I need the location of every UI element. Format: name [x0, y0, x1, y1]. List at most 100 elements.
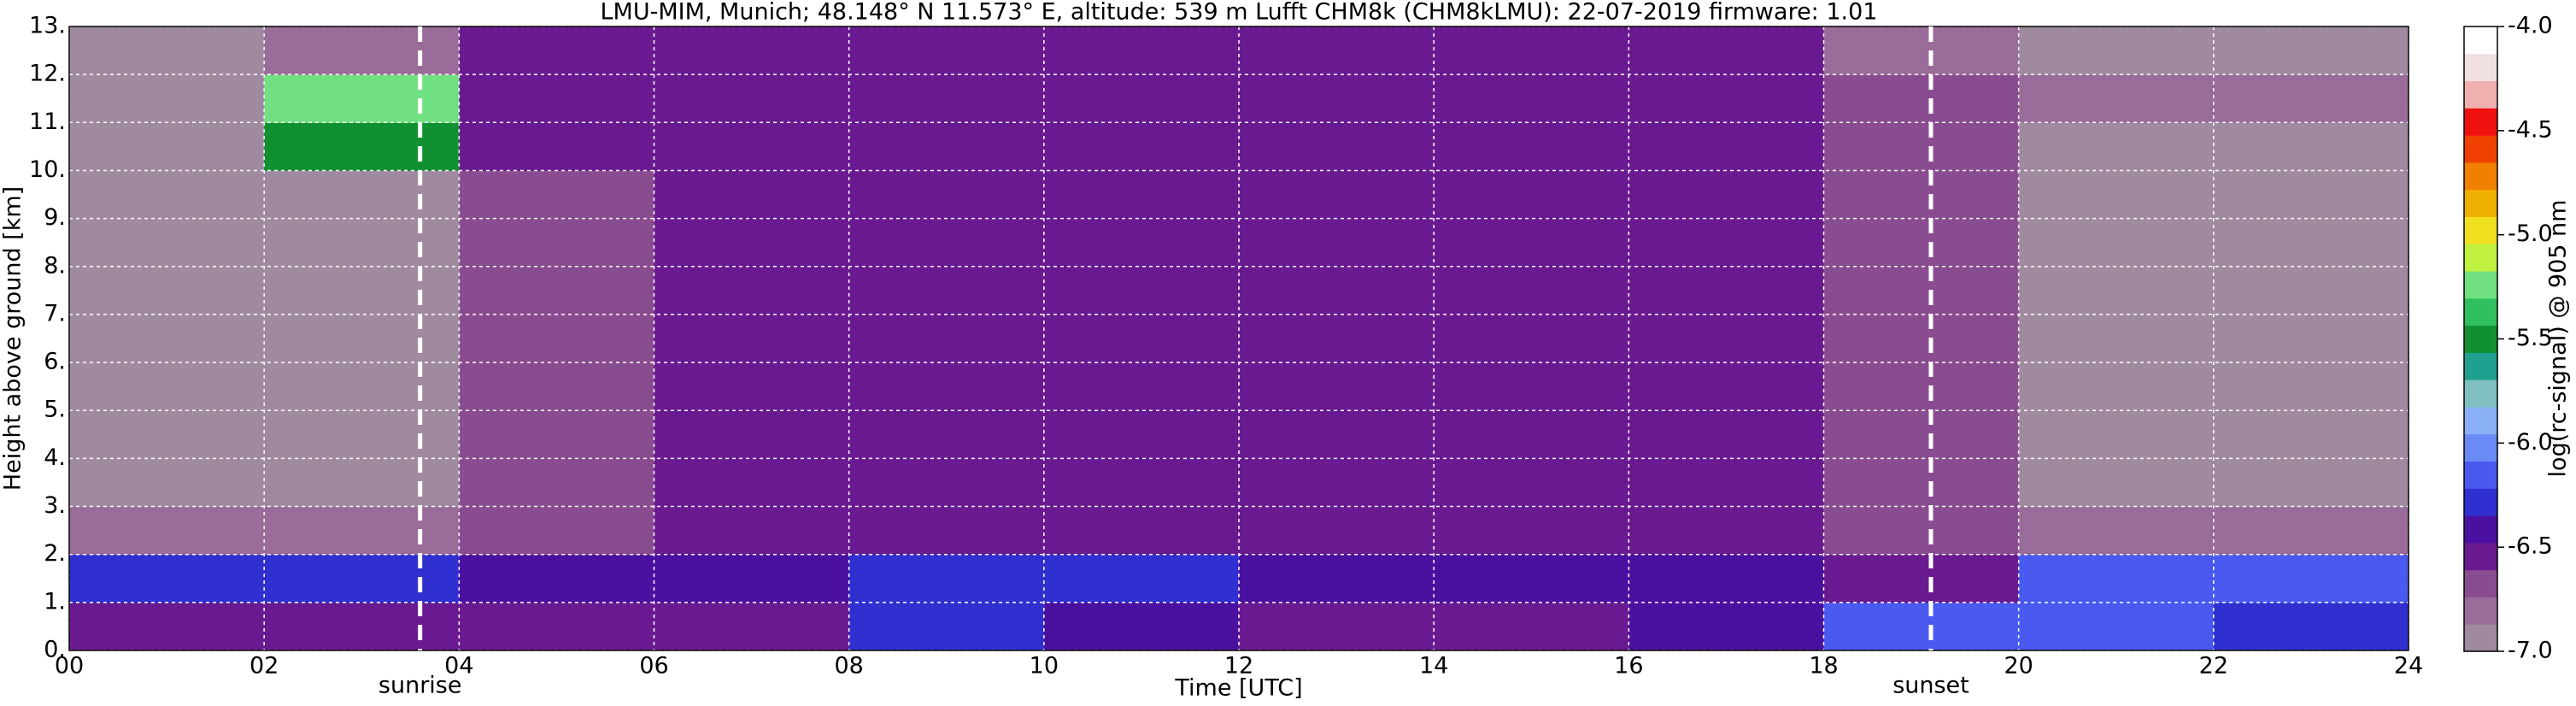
x-axis-label: Time [UTC]: [1174, 675, 1302, 702]
heatmap-cell: [459, 26, 654, 75]
colorbar-tick-label: -7.0: [2508, 638, 2553, 664]
heatmap-cell: [654, 218, 850, 268]
heatmap-cell: [1239, 458, 1435, 508]
heatmap-cell: [848, 506, 1045, 556]
heatmap-cell: [2213, 314, 2409, 363]
heatmap-cell: [1239, 362, 1435, 411]
heatmap-cell: [264, 74, 460, 123]
x-tick-label: 10: [1030, 653, 1059, 680]
heatmap-cell: [848, 554, 1045, 603]
heatmap-cell: [69, 74, 265, 123]
x-tick-label: 20: [2004, 653, 2033, 680]
heatmap-cell: [69, 506, 265, 556]
heatmap-cell: [459, 602, 654, 651]
colorbar-band: [2464, 597, 2497, 625]
colorbar-band: [2464, 352, 2497, 380]
colorbar-band: [2464, 108, 2497, 136]
heatmap-cell: [264, 602, 460, 651]
heatmap-cell: [1434, 506, 1629, 556]
x-tick-label: 24: [2394, 653, 2423, 680]
x-tick-label: 22: [2199, 653, 2228, 680]
heatmap-cell: [848, 26, 1045, 75]
heatmap-cell: [2213, 74, 2409, 123]
colorbar-band: [2464, 433, 2497, 462]
heatmap-cell: [264, 266, 460, 315]
heatmap-cell: [264, 170, 460, 220]
y-tick-label: 1.: [44, 588, 66, 615]
y-tick-label: 8.: [44, 252, 66, 279]
heatmap-cell: [264, 218, 460, 268]
colorbar-band: [2464, 406, 2497, 435]
heatmap-cell: [654, 410, 850, 459]
heatmap-cell: [2213, 554, 2409, 603]
colorbar-band: [2464, 80, 2497, 109]
heatmap-cell: [1628, 170, 1824, 220]
heatmap-cell: [654, 170, 850, 220]
colorbar-band: [2464, 53, 2497, 82]
heatmap-cell: [654, 554, 850, 603]
heatmap-cell: [654, 602, 850, 651]
colorbar-tick-label: -6.0: [2508, 429, 2553, 456]
heatmap-cell: [654, 362, 850, 411]
heatmap-cell: [2018, 410, 2215, 459]
heatmap-cell: [654, 458, 850, 508]
heatmap-cell: [848, 410, 1045, 459]
heatmap-cell: [459, 218, 654, 268]
heatmap-cell: [2213, 26, 2409, 75]
heatmap-cell: [1823, 506, 2020, 556]
heatmap-cell: [1434, 26, 1629, 75]
plot-frame: [68, 26, 2409, 651]
heatmap-cell: [264, 458, 460, 508]
heatmap-cell: [848, 170, 1045, 220]
colorbar-band: [2464, 26, 2497, 55]
heatmap-cell: [654, 74, 850, 123]
x-tick-label: 14: [1419, 653, 1448, 680]
y-tick-label: 6.: [44, 349, 66, 375]
heatmap-cell: [459, 122, 654, 171]
heatmap-cell: [264, 554, 460, 603]
heatmap-cell: [1823, 314, 2020, 363]
heatmap-cell: [1823, 266, 2020, 315]
heatmap-cell: [1823, 74, 2020, 123]
heatmap-cell: [1434, 218, 1629, 268]
chart-title: LMU-MIM, Munich; 48.148° N 11.573° E, al…: [601, 0, 1878, 26]
x-tick-label: 02: [249, 653, 279, 680]
heatmap-cell: [69, 170, 265, 220]
heatmap-cell: [2018, 122, 2215, 171]
heatmap-cell: [1628, 26, 1824, 75]
heatmap-cell: [1628, 506, 1824, 556]
heatmap-cell: [1043, 218, 1240, 268]
heatmap-cell: [69, 362, 265, 411]
heatmap-cell: [69, 26, 265, 75]
heatmap-cell: [1628, 122, 1824, 171]
heatmap-cell: [1434, 74, 1629, 123]
heatmap-cell: [1823, 602, 2020, 651]
heatmap-cell: [2213, 458, 2409, 508]
heatmap-cell: [1239, 122, 1435, 171]
heatmap-cell: [1239, 26, 1435, 75]
colorbar-band: [2464, 297, 2497, 327]
heatmap-cell: [459, 74, 654, 123]
colorbar-band: [2464, 271, 2497, 299]
heatmap-cell: [1434, 410, 1629, 459]
heatmap-cell: [264, 314, 460, 363]
heatmap-cell: [459, 554, 654, 603]
heatmap-cell: [848, 314, 1045, 363]
heatmap-cell: [264, 506, 460, 556]
heatmap-cell: [848, 602, 1045, 651]
heatmap-cell: [1239, 554, 1435, 603]
y-tick-label: 12.: [29, 61, 66, 87]
y-tick-label: 0.: [44, 637, 66, 663]
y-tick-label: 3.: [44, 492, 66, 519]
heatmap-cell: [1434, 314, 1629, 363]
colorbar-band: [2464, 542, 2497, 571]
heatmap-cell: [1628, 266, 1824, 315]
heatmap-cell: [654, 26, 850, 75]
x-tick-label: 08: [834, 653, 863, 680]
heatmap-cell: [1628, 458, 1824, 508]
heatmap-cell: [1434, 122, 1629, 171]
heatmap-cell: [1043, 362, 1240, 411]
heatmap-cell: [2018, 458, 2215, 508]
heatmap-cell: [2213, 170, 2409, 220]
heatmap-cell: [1823, 458, 2020, 508]
